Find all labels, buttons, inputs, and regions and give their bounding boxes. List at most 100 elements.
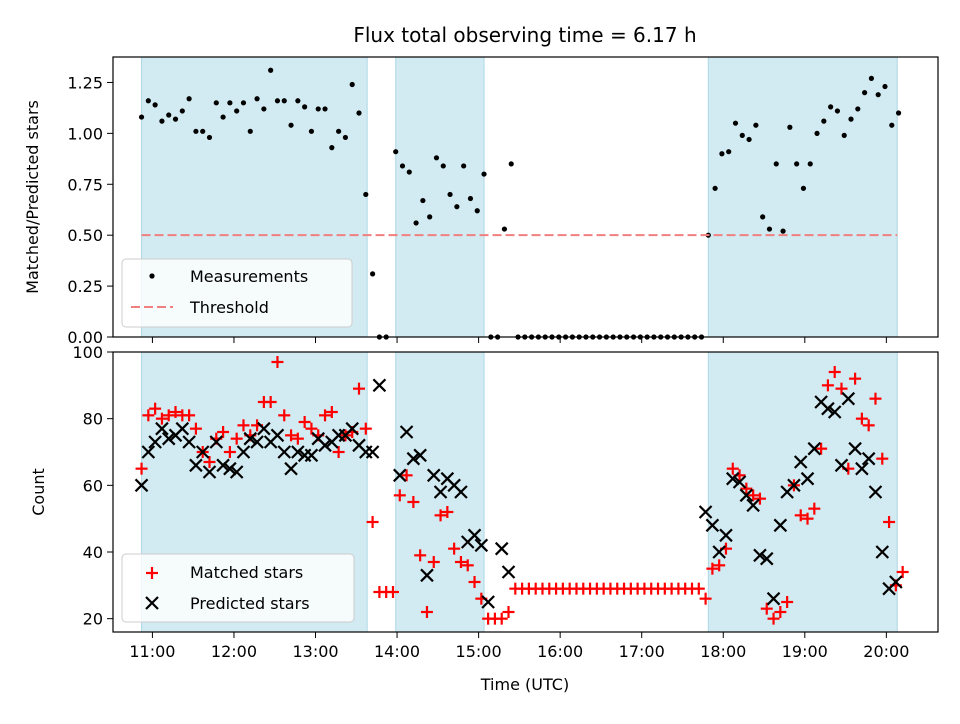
predicted-star-point xyxy=(501,565,516,579)
measurement-point xyxy=(206,134,213,141)
top-axes-frame xyxy=(112,56,939,338)
matched-star-point xyxy=(896,566,909,578)
measurement-point xyxy=(308,128,315,134)
measurement-point xyxy=(166,112,172,118)
bottom-x-tick-label: 12:00 xyxy=(211,642,257,661)
matched-star-point xyxy=(815,442,828,455)
top-y-tick-label: 1.00 xyxy=(67,124,103,143)
predicted-star-point xyxy=(155,421,169,436)
measurement-point xyxy=(834,108,841,114)
predicted-star-point xyxy=(732,475,747,489)
matched-star-point xyxy=(869,392,882,405)
predicted-star-point xyxy=(705,518,720,533)
predicted-star-point xyxy=(746,498,760,513)
top-legend-box xyxy=(121,258,353,328)
matched-star-point xyxy=(135,462,148,475)
measurement-point xyxy=(406,169,412,175)
measurement-point xyxy=(868,75,875,81)
predicted-star-point xyxy=(848,441,862,456)
matched-star-point xyxy=(454,556,467,568)
measurement-point xyxy=(295,98,301,104)
predicted-star-point xyxy=(284,461,298,476)
measurement-point xyxy=(172,116,179,122)
measurement-point xyxy=(363,191,369,198)
matched-star-point xyxy=(448,542,461,555)
predicted-star-point xyxy=(365,445,380,459)
predicted-star-point xyxy=(243,431,258,446)
predicted-star-point xyxy=(698,505,713,519)
top-y-tick-label: 0.00 xyxy=(67,328,103,347)
predicted-star-point xyxy=(229,465,244,479)
measurement-point xyxy=(719,151,725,157)
predicted-star-point xyxy=(372,378,387,393)
top-shade-2 xyxy=(708,57,898,337)
predicted-star-point xyxy=(399,425,414,439)
predicted-star-point xyxy=(175,421,190,436)
matched-star-point xyxy=(495,612,508,625)
predicted-star-point xyxy=(712,545,726,559)
measurement-point xyxy=(875,92,881,98)
measurement-point xyxy=(800,185,807,191)
measurement-point xyxy=(213,100,219,106)
matched-star-point xyxy=(189,422,202,435)
bottom-x-tick-label: 13:00 xyxy=(292,642,338,661)
measurement-point xyxy=(848,116,854,122)
predicted-star-point xyxy=(875,545,890,559)
predicted-star-point xyxy=(739,488,754,503)
predicted-star-point xyxy=(868,485,883,499)
matched-star-point xyxy=(264,396,277,408)
matched-star-point xyxy=(828,366,841,378)
bottom-series xyxy=(134,356,909,625)
bottom-y-tick-label: 80 xyxy=(83,410,103,429)
measurement-point xyxy=(399,163,406,169)
predicted-star-point xyxy=(773,518,788,533)
predicted-star-point xyxy=(304,448,319,463)
legend-measurements-marker xyxy=(149,273,155,279)
measurement-point xyxy=(807,161,813,167)
matched-star-point xyxy=(285,429,298,442)
measurement-point xyxy=(841,132,847,138)
predicted-star-point xyxy=(494,541,509,556)
measurement-point xyxy=(193,128,199,134)
measurement-point xyxy=(794,161,800,167)
matched-star-point xyxy=(359,422,372,435)
predicted-star-point xyxy=(766,591,781,606)
measurement-point xyxy=(780,228,786,234)
measurement-point xyxy=(447,191,453,198)
matched-star-point xyxy=(393,489,406,502)
matched-star-point xyxy=(149,402,162,415)
predicted-star-point xyxy=(481,595,495,609)
measurement-point xyxy=(427,214,433,220)
matched-star-point xyxy=(162,409,175,422)
predicted-star-point xyxy=(195,445,210,459)
bottom-legend: Matched stars Predicted stars xyxy=(121,553,355,623)
measurement-point xyxy=(349,81,355,88)
bottom-shade-2 xyxy=(708,352,898,632)
bottom-y-axis-label: Count xyxy=(29,468,48,516)
matched-star-point xyxy=(386,586,399,598)
matched-star-point xyxy=(366,516,379,528)
matched-star-point xyxy=(230,432,243,445)
predicted-star-point xyxy=(277,445,292,459)
predicted-star-point xyxy=(236,445,251,459)
matched-star-point xyxy=(434,509,447,522)
predicted-star-point xyxy=(834,458,849,473)
measurement-point xyxy=(882,83,888,90)
measurement-point xyxy=(302,104,308,110)
bottom-x-tick-label: 20:00 xyxy=(863,642,909,661)
bottom-y-tick-label: 20 xyxy=(83,610,103,629)
matched-star-point xyxy=(414,549,427,562)
matched-star-point xyxy=(325,406,338,418)
measurement-point xyxy=(474,208,480,214)
matched-star-point xyxy=(298,416,311,428)
matched-star-point xyxy=(142,409,155,422)
measurement-point xyxy=(369,271,376,277)
measurement-point xyxy=(454,204,460,210)
bottom-y-tick-label: 60 xyxy=(83,476,103,495)
predicted-star-point xyxy=(257,421,271,436)
predicted-star-point xyxy=(420,568,434,583)
predicted-star-point xyxy=(216,458,230,473)
predicted-star-point xyxy=(861,451,876,466)
bottom-x-tick-label: 15:00 xyxy=(456,642,502,661)
predicted-star-point xyxy=(433,485,448,499)
